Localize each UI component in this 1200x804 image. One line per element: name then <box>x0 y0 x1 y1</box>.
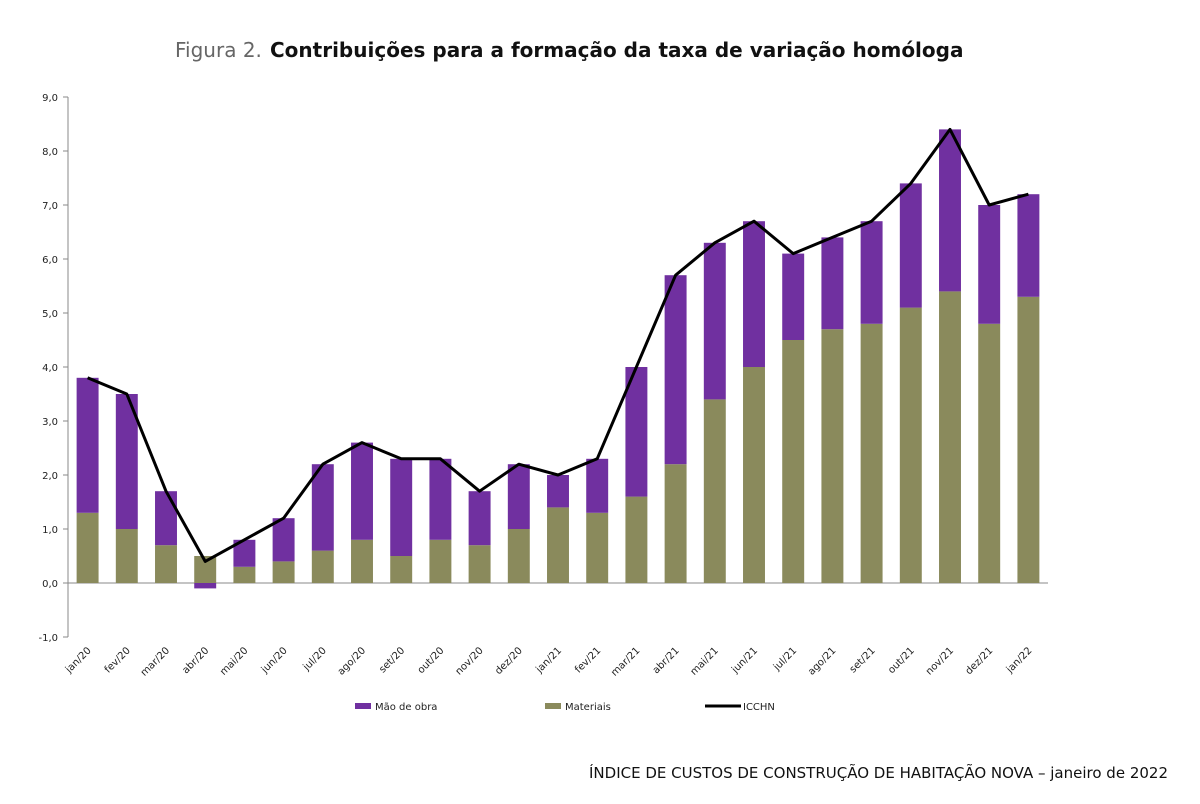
bar <box>664 275 687 465</box>
legend-label: Materiais <box>565 702 611 713</box>
x-tick-label: abr/21 <box>651 645 682 676</box>
y-tick-label: 3,0 <box>42 417 58 428</box>
bar <box>155 545 177 583</box>
bar <box>272 561 295 583</box>
bar <box>115 394 138 529</box>
y-tick-label: 2,0 <box>42 471 58 482</box>
bar <box>625 496 648 583</box>
bar <box>155 491 177 546</box>
x-tick-label: dez/21 <box>964 645 996 677</box>
x-tick-label: nov/21 <box>924 645 956 677</box>
bar <box>743 367 765 583</box>
bar <box>311 550 334 583</box>
bar <box>939 129 961 292</box>
bar <box>233 539 256 567</box>
bar <box>586 512 609 583</box>
legend-label: Mão de obra <box>375 702 437 713</box>
bar <box>76 512 99 583</box>
x-tick-label: mar/20 <box>139 645 172 678</box>
x-tick-label: jul/21 <box>771 645 799 673</box>
bar <box>115 529 138 583</box>
bar <box>76 377 99 513</box>
bar <box>899 183 922 308</box>
bar <box>743 221 765 367</box>
bar <box>194 583 217 589</box>
legend-swatch <box>545 703 561 709</box>
y-tick-label: 7,0 <box>42 201 58 212</box>
x-tick-label: set/21 <box>848 645 878 675</box>
y-tick-label: 6,0 <box>42 255 58 266</box>
bar <box>899 307 922 583</box>
bar <box>703 242 726 400</box>
x-tick-label: mai/20 <box>218 645 250 677</box>
x-tick-label: abr/20 <box>180 645 211 676</box>
bar <box>978 205 1001 324</box>
x-tick-label: ago/21 <box>806 645 838 677</box>
bar <box>782 253 805 340</box>
y-tick-label: 9,0 <box>42 93 58 104</box>
bar <box>978 323 1001 583</box>
x-tick-label: out/20 <box>416 645 447 676</box>
bar <box>507 464 530 529</box>
y-tick-label: 8,0 <box>42 147 58 158</box>
bar <box>351 442 373 540</box>
bar <box>547 507 569 583</box>
bar <box>860 323 883 583</box>
bar <box>939 291 961 583</box>
bar <box>782 340 805 583</box>
x-tick-label: ago/20 <box>336 645 368 677</box>
line <box>87 127 1029 563</box>
footer: ÍNDICE DE CUSTOS DE CONSTRUÇÃO DE HABITA… <box>589 763 1168 782</box>
bar <box>821 237 844 330</box>
x-tick-label: jun/20 <box>259 645 290 676</box>
bar <box>272 518 295 562</box>
bar <box>821 329 844 583</box>
figure-label: Figura 2. <box>175 38 262 62</box>
bar <box>547 475 569 508</box>
bar <box>625 367 648 497</box>
bar <box>1017 296 1040 583</box>
bar <box>507 529 530 583</box>
y-tick-label: 0,0 <box>42 579 58 590</box>
x-tick-label: fev/21 <box>573 645 603 675</box>
x-tick-label: nov/20 <box>454 645 486 677</box>
bar <box>311 464 334 551</box>
bar <box>468 545 491 583</box>
x-tick-label: jan/21 <box>533 645 564 676</box>
y-tick-label: -1,0 <box>38 633 58 644</box>
x-tick-label: dez/20 <box>493 645 525 677</box>
bar <box>429 539 452 583</box>
legend-label: ICCHN <box>743 702 775 713</box>
y-tick-label: 1,0 <box>42 525 58 536</box>
x-tick-label: mai/21 <box>689 645 721 677</box>
legend-swatch <box>355 703 371 709</box>
bar <box>351 539 373 583</box>
x-tick-label: jan/20 <box>63 645 94 676</box>
bar <box>860 221 883 324</box>
y-tick-label: 4,0 <box>42 363 58 374</box>
bar <box>390 556 413 583</box>
x-tick-label: jun/21 <box>729 645 760 676</box>
bar <box>664 464 687 583</box>
bar <box>233 566 256 583</box>
x-tick-label: set/20 <box>377 645 407 675</box>
bar <box>703 399 726 583</box>
x-tick-label: mar/21 <box>609 645 642 678</box>
x-tick-label: jan/22 <box>1004 645 1035 676</box>
bar <box>1017 194 1040 297</box>
chart-title: Contribuições para a formação da taxa de… <box>270 38 963 62</box>
bar <box>586 458 609 513</box>
x-tick-label: jul/20 <box>301 645 329 673</box>
bar <box>429 458 452 540</box>
x-tick-label: out/21 <box>886 645 917 676</box>
x-tick-label: fev/20 <box>103 645 133 675</box>
y-tick-label: 5,0 <box>42 309 58 320</box>
bar <box>390 458 413 556</box>
bar <box>468 491 491 546</box>
bar <box>194 556 217 583</box>
